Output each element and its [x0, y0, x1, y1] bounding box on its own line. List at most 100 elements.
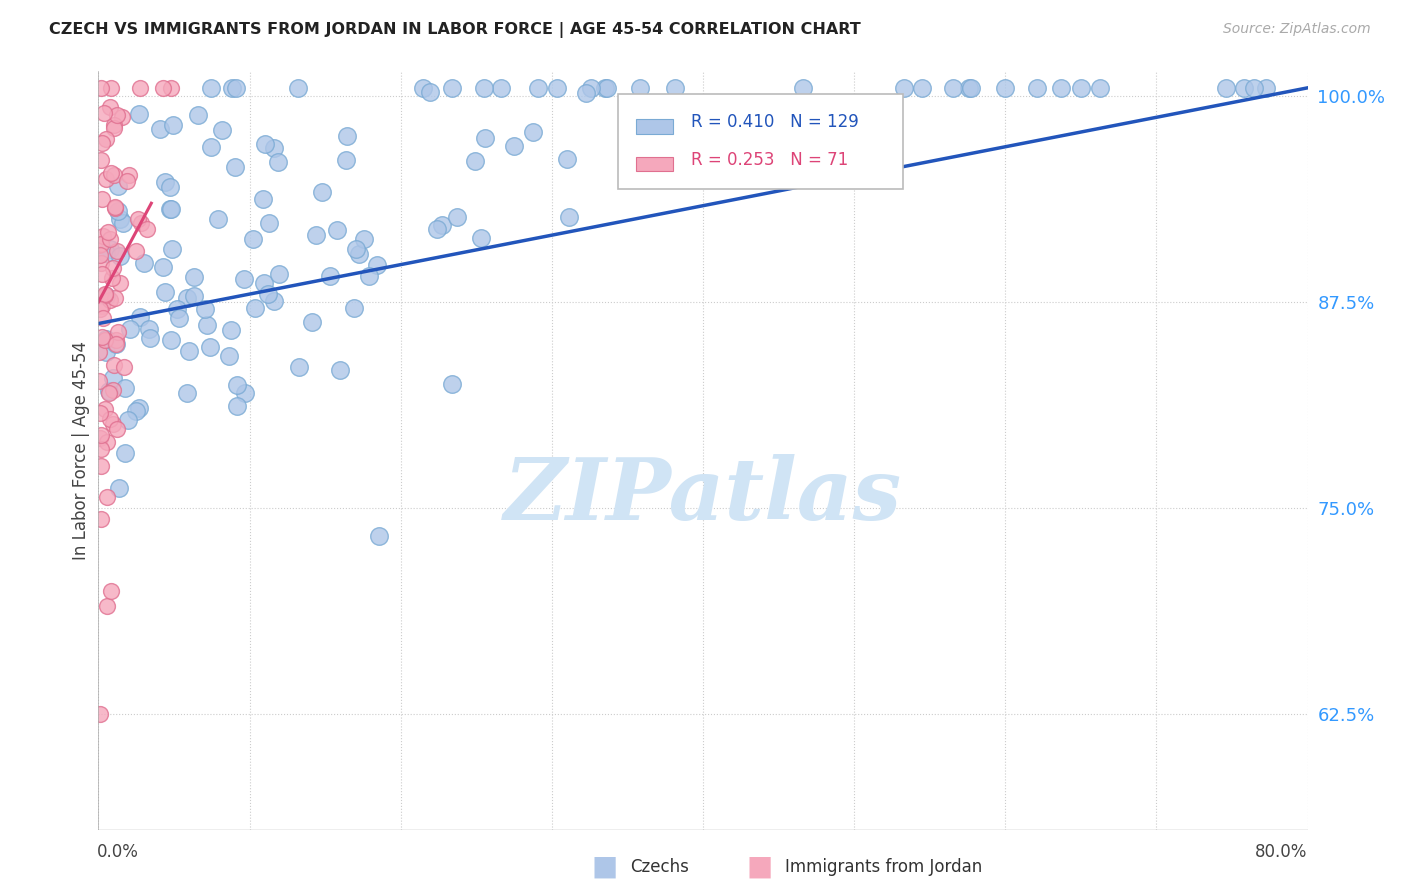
Point — [440, 80, 463, 95]
Point — [105, 108, 128, 122]
Point — [107, 326, 129, 340]
Point — [242, 232, 264, 246]
Point — [115, 174, 138, 188]
Point — [335, 153, 357, 167]
Point — [166, 302, 188, 317]
Point — [328, 363, 350, 377]
Point — [107, 204, 129, 219]
Point — [89, 375, 111, 389]
Point — [159, 80, 181, 95]
Point — [104, 291, 127, 305]
Point — [1243, 80, 1265, 95]
Point — [167, 311, 190, 326]
Text: R = 0.410   N = 129: R = 0.410 N = 129 — [690, 113, 859, 131]
Point — [225, 377, 247, 392]
Point — [159, 180, 181, 194]
Point — [91, 136, 114, 150]
Point — [98, 384, 121, 398]
Point — [94, 332, 117, 346]
Point — [90, 153, 112, 168]
Point — [200, 340, 222, 354]
Point — [103, 168, 125, 182]
Point — [110, 249, 132, 263]
Point — [90, 459, 112, 474]
Text: ZIPatlas: ZIPatlas — [503, 454, 903, 538]
Point — [160, 242, 183, 256]
Text: Immigrants from Jordan: Immigrants from Jordan — [785, 858, 981, 876]
Point — [97, 385, 120, 400]
Point — [305, 227, 328, 242]
Text: Czechs: Czechs — [630, 858, 689, 876]
Point — [681, 169, 703, 184]
Point — [207, 211, 229, 226]
Point — [792, 80, 814, 95]
Point — [176, 385, 198, 400]
Point — [464, 154, 486, 169]
Point — [93, 288, 115, 302]
Point — [96, 171, 118, 186]
Point — [1215, 80, 1237, 95]
FancyBboxPatch shape — [619, 95, 903, 189]
Point — [343, 301, 366, 316]
Point — [97, 226, 120, 240]
Point — [187, 108, 209, 122]
Point — [138, 331, 160, 345]
Point — [177, 344, 200, 359]
Point — [104, 201, 127, 215]
Point — [353, 232, 375, 246]
Point — [522, 124, 544, 138]
Point — [91, 267, 114, 281]
Point — [103, 201, 125, 215]
Point — [502, 138, 524, 153]
Text: ■: ■ — [592, 853, 617, 881]
Point — [1090, 80, 1112, 95]
Point — [194, 302, 217, 317]
Point — [183, 288, 205, 302]
Y-axis label: In Labor Force | Age 45-54: In Labor Force | Age 45-54 — [72, 341, 90, 560]
Text: 80.0%: 80.0% — [1256, 843, 1308, 861]
Point — [319, 268, 342, 283]
Point — [89, 302, 111, 317]
Point — [94, 288, 117, 302]
Point — [98, 242, 121, 256]
Point — [243, 301, 266, 316]
Point — [96, 434, 118, 449]
Point — [1254, 80, 1277, 95]
Point — [263, 141, 285, 155]
Point — [942, 80, 965, 95]
Point — [441, 377, 464, 392]
Point — [89, 431, 111, 445]
Point — [664, 80, 686, 95]
Point — [91, 192, 114, 206]
Point — [287, 80, 309, 95]
Point — [224, 160, 246, 174]
Point — [221, 80, 243, 95]
Point — [94, 402, 117, 417]
Point — [91, 299, 114, 313]
Point — [336, 128, 359, 143]
Point — [359, 268, 381, 283]
Text: R = 0.253   N = 71: R = 0.253 N = 71 — [690, 151, 848, 169]
Point — [1070, 80, 1092, 95]
Point — [90, 237, 112, 252]
Point — [98, 293, 121, 307]
Point — [162, 118, 184, 132]
Point — [112, 359, 135, 374]
Point — [96, 491, 118, 505]
Point — [134, 256, 156, 270]
Point — [195, 318, 218, 332]
Point — [108, 481, 131, 495]
Point — [266, 155, 288, 169]
Point — [155, 175, 177, 189]
Point — [225, 399, 247, 413]
Point — [93, 106, 115, 120]
Point — [346, 242, 368, 256]
Point — [153, 285, 176, 299]
Point — [149, 122, 172, 136]
Point — [89, 707, 111, 722]
Point — [152, 80, 174, 95]
Point — [159, 333, 181, 347]
Point — [253, 277, 276, 291]
Point — [90, 256, 112, 270]
Point — [105, 244, 128, 259]
